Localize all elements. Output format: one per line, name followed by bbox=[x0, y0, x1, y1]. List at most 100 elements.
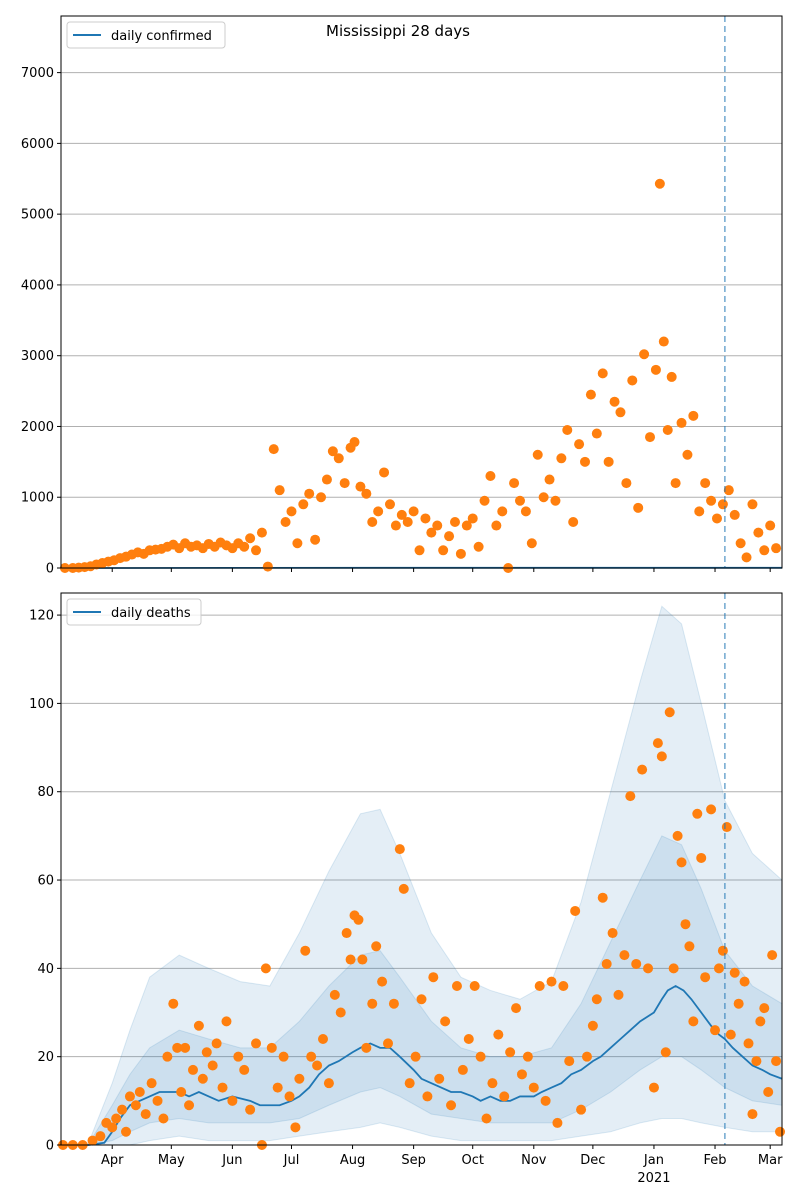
data-point bbox=[767, 950, 778, 961]
data-point bbox=[717, 945, 728, 956]
data-point bbox=[743, 1038, 754, 1049]
data-point bbox=[694, 506, 705, 517]
confirmed-y-ticks: 0 1000 2000 3000 4000 5000 6000 7000 bbox=[21, 66, 61, 577]
y-tick-label: 5000 bbox=[21, 208, 54, 223]
data-point bbox=[684, 941, 695, 952]
data-point bbox=[721, 822, 732, 833]
panel-deaths: 0 20 40 60 80 100 120 Apr May Jun Jul Aug Sep Oct Nov… bbox=[29, 592, 786, 1186]
x-year-label: 2021 bbox=[637, 1171, 670, 1186]
data-point bbox=[499, 1091, 510, 1102]
data-point bbox=[402, 517, 413, 527]
data-point bbox=[87, 1135, 98, 1146]
data-point bbox=[514, 495, 525, 506]
data-point bbox=[383, 1038, 394, 1049]
data-point bbox=[152, 1095, 163, 1106]
data-point bbox=[260, 963, 271, 974]
data-point bbox=[256, 527, 267, 538]
data-point bbox=[107, 1122, 118, 1133]
data-point bbox=[377, 976, 388, 987]
data-point bbox=[292, 538, 303, 549]
y-tick-label: 1000 bbox=[21, 491, 54, 506]
y-tick-label: 120 bbox=[29, 609, 54, 624]
data-point bbox=[568, 517, 579, 527]
data-point bbox=[658, 336, 669, 347]
data-point bbox=[298, 499, 309, 510]
data-point bbox=[266, 1042, 277, 1053]
data-point bbox=[479, 495, 490, 506]
data-point bbox=[335, 1007, 346, 1018]
data-point bbox=[312, 1060, 323, 1071]
data-point bbox=[625, 791, 636, 802]
data-point bbox=[747, 499, 758, 510]
data-point bbox=[422, 1091, 433, 1102]
data-point bbox=[180, 1042, 191, 1053]
data-point bbox=[654, 178, 665, 189]
data-point bbox=[601, 958, 612, 969]
panel-confirmed: 0 1000 2000 3000 4000 5000 6000 7000 Mississipp… bbox=[21, 15, 783, 577]
data-point bbox=[284, 1091, 295, 1102]
data-point bbox=[306, 1051, 317, 1062]
data-point bbox=[341, 928, 352, 939]
series-line bbox=[61, 984, 783, 1146]
x-tick-label: Dec bbox=[580, 1153, 605, 1168]
deaths-y-ticks: 0 20 40 60 80 100 120 bbox=[29, 609, 61, 1154]
data-point bbox=[607, 928, 618, 939]
data-point bbox=[274, 485, 285, 496]
data-point bbox=[556, 453, 567, 464]
deaths-gridlines bbox=[61, 614, 782, 1058]
data-point bbox=[245, 533, 256, 544]
data-point bbox=[384, 499, 395, 510]
data-point bbox=[469, 981, 480, 992]
data-point bbox=[591, 428, 602, 439]
data-point bbox=[771, 1056, 782, 1067]
data-point bbox=[688, 1016, 699, 1027]
data-point bbox=[676, 857, 687, 868]
data-point bbox=[666, 371, 677, 382]
y-tick-label: 7000 bbox=[21, 66, 54, 81]
data-point bbox=[280, 517, 291, 527]
data-point bbox=[576, 1104, 587, 1115]
confirmed-gridlines bbox=[61, 72, 782, 498]
data-point bbox=[404, 1078, 415, 1089]
data-point bbox=[741, 552, 752, 563]
y-tick-label: 2000 bbox=[21, 420, 54, 435]
data-point bbox=[262, 561, 273, 572]
data-point bbox=[444, 531, 455, 542]
data-point bbox=[639, 349, 650, 360]
data-point bbox=[396, 509, 407, 520]
data-point bbox=[763, 1087, 774, 1098]
data-point bbox=[217, 1082, 228, 1093]
data-point bbox=[251, 545, 262, 556]
data-point bbox=[587, 1020, 598, 1031]
legend-label: daily deaths bbox=[111, 606, 191, 621]
data-point bbox=[615, 407, 626, 418]
confirmed-points bbox=[59, 178, 782, 573]
data-point bbox=[759, 1003, 770, 1014]
data-point bbox=[290, 1122, 301, 1133]
data-point bbox=[184, 1100, 195, 1111]
data-point bbox=[193, 1020, 204, 1031]
data-point bbox=[751, 1056, 762, 1067]
data-point bbox=[672, 830, 683, 841]
data-point bbox=[633, 502, 644, 513]
data-point bbox=[656, 751, 667, 762]
data-point bbox=[637, 764, 648, 775]
data-point bbox=[339, 478, 350, 489]
x-tick-label: Feb bbox=[704, 1153, 727, 1168]
data-point bbox=[286, 506, 297, 517]
data-point bbox=[321, 474, 332, 485]
data-point bbox=[597, 892, 608, 903]
x-tick-label: May bbox=[158, 1153, 185, 1168]
data-point bbox=[408, 506, 419, 517]
data-point bbox=[725, 1029, 736, 1040]
data-point bbox=[497, 506, 508, 517]
data-point bbox=[379, 467, 390, 478]
data-point bbox=[361, 488, 372, 499]
data-point bbox=[516, 1069, 527, 1080]
data-point bbox=[394, 844, 405, 855]
data-point bbox=[660, 1047, 671, 1058]
x-tick-label: Aug bbox=[340, 1153, 365, 1168]
data-point bbox=[349, 437, 360, 448]
data-point bbox=[475, 1051, 486, 1062]
data-point bbox=[580, 456, 591, 467]
